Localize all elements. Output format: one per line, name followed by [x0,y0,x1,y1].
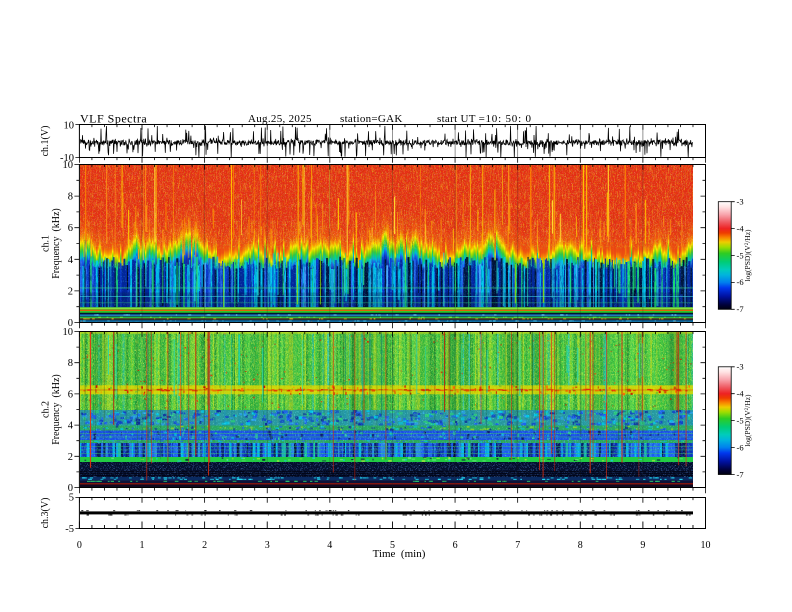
svg-text:2: 2 [68,452,73,463]
svg-text:Time (min): Time (min) [373,548,426,560]
svg-text:ch.2: ch.2 [41,401,52,418]
svg-text:10: 50: 0: 10: 50: 0 [486,113,532,125]
svg-text:-7: -7 [737,469,744,479]
svg-text:5: 5 [69,493,74,504]
svg-text:2: 2 [68,286,73,297]
svg-text:10: 10 [63,160,74,171]
svg-text:-4: -4 [737,223,745,233]
svg-text:-6: -6 [737,277,744,287]
svg-text:5: 5 [390,540,395,551]
svg-text:log(PSD)(V2/Hz): log(PSD)(V2/Hz) [743,394,752,447]
svg-text:9: 9 [640,540,645,551]
svg-text:VLF Spectra: VLF Spectra [80,112,147,126]
svg-text:-6: -6 [737,442,744,452]
svg-text:-5: -5 [65,524,74,535]
svg-text:8: 8 [68,358,73,369]
svg-text:6: 6 [68,223,73,234]
svg-text:Frequency (kHz): Frequency (kHz) [51,208,62,279]
svg-text:start UT =: start UT = [437,113,485,125]
svg-text:7: 7 [515,540,520,551]
svg-text:4: 4 [327,540,332,551]
svg-text:1: 1 [140,540,145,551]
svg-text:0: 0 [77,540,82,551]
svg-text:4: 4 [68,421,74,432]
svg-text:ch.1: ch.1 [41,235,52,252]
svg-text:Frequency (kHz): Frequency (kHz) [51,374,62,445]
svg-text:-3: -3 [737,362,744,372]
svg-text:ch.1(V): ch.1(V) [40,126,51,157]
svg-text:6: 6 [68,389,73,400]
svg-text:0: 0 [68,483,73,494]
svg-text:2: 2 [202,540,207,551]
svg-text:3: 3 [265,540,270,551]
svg-text:Aug.25, 2025: Aug.25, 2025 [248,113,312,125]
svg-text:-4: -4 [737,389,745,399]
svg-text:-7: -7 [737,304,744,314]
svg-text:station=GAK: station=GAK [340,113,403,125]
svg-text:4: 4 [68,255,74,266]
svg-text:10: 10 [701,540,711,551]
svg-text:-3: -3 [737,197,744,207]
svg-text:log(PSD)(V2/Hz): log(PSD)(V2/Hz) [743,229,752,282]
svg-text:10: 10 [64,121,75,132]
svg-text:-5: -5 [737,250,744,260]
svg-text:0: 0 [68,318,73,329]
svg-text:-5: -5 [737,415,744,425]
svg-text:6: 6 [453,540,458,551]
svg-text:10: 10 [63,327,74,338]
svg-text:ch.3(V): ch.3(V) [40,498,51,529]
svg-text:8: 8 [68,192,73,203]
svg-text:8: 8 [578,540,583,551]
svg-text:-10: -10 [60,153,74,164]
